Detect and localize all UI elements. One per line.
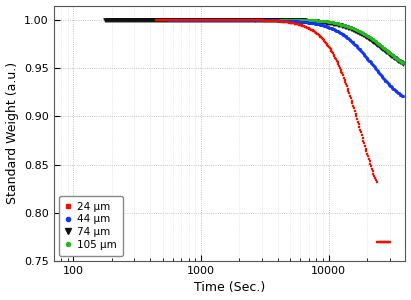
44 μm: [167, 18, 172, 22]
Line: 24 μm: 24 μm: [155, 19, 391, 243]
Line: 105 μm: 105 μm: [193, 19, 404, 64]
44 μm: [306, 21, 311, 24]
24 μm: [292, 22, 297, 25]
Y-axis label: Standard Weight (a.u.): Standard Weight (a.u.): [6, 62, 18, 204]
105 μm: [316, 19, 321, 22]
74 μm: [104, 18, 109, 22]
105 μm: [381, 46, 386, 49]
Line: 44 μm: 44 μm: [168, 19, 404, 98]
105 μm: [193, 18, 198, 22]
44 μm: [378, 73, 383, 77]
Legend: 24 μm, 44 μm, 74 μm, 105 μm: 24 μm, 44 μm, 74 μm, 105 μm: [59, 196, 122, 256]
44 μm: [363, 55, 368, 58]
44 μm: [400, 94, 405, 98]
24 μm: [297, 23, 302, 26]
44 μm: [305, 21, 310, 24]
24 μm: [155, 18, 159, 22]
24 μm: [365, 154, 370, 158]
74 μm: [279, 18, 284, 22]
74 μm: [372, 41, 377, 45]
105 μm: [315, 19, 320, 22]
Line: 74 μm: 74 μm: [103, 18, 405, 66]
X-axis label: Time (Sec.): Time (Sec.): [194, 281, 265, 294]
105 μm: [400, 61, 405, 64]
24 μm: [154, 18, 159, 22]
24 μm: [388, 240, 393, 244]
105 μm: [192, 18, 197, 22]
44 μm: [309, 21, 314, 25]
74 μm: [285, 18, 290, 22]
105 μm: [319, 19, 324, 23]
105 μm: [367, 36, 372, 39]
24 μm: [375, 240, 380, 244]
74 μm: [103, 18, 108, 22]
74 μm: [280, 18, 285, 22]
24 μm: [351, 104, 356, 108]
74 μm: [400, 62, 405, 65]
74 μm: [353, 29, 358, 33]
24 μm: [293, 22, 298, 26]
44 μm: [167, 18, 172, 22]
